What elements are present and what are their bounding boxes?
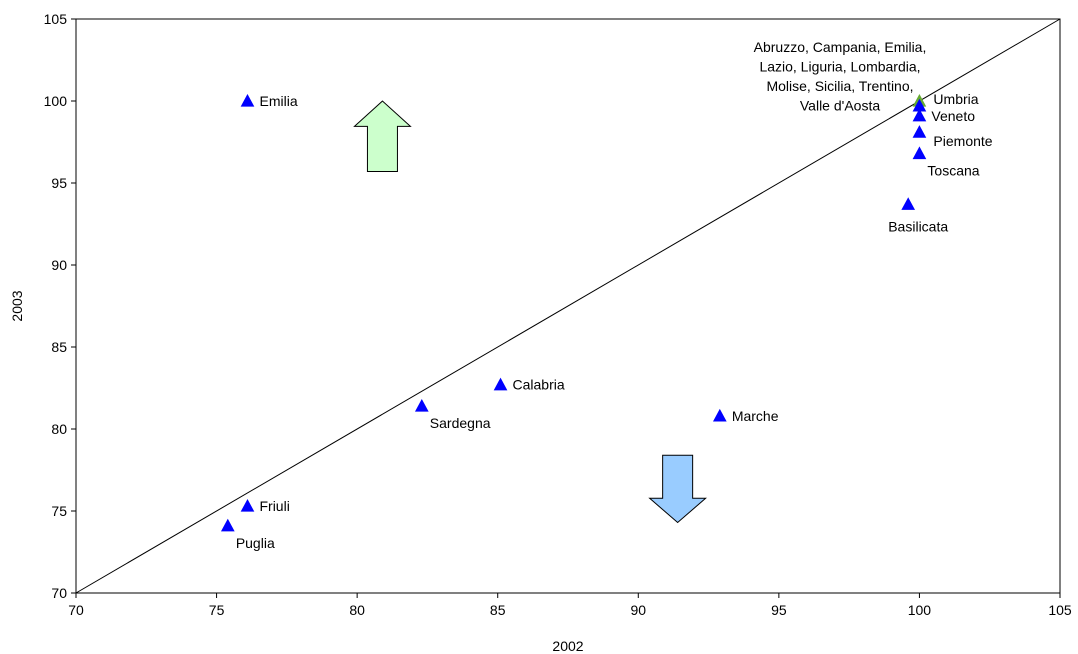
point-label: Friuli — [259, 498, 289, 514]
x-tick-label: 75 — [209, 602, 225, 618]
data-point — [912, 108, 927, 122]
group-label-line: Valle d'Aosta — [800, 98, 880, 114]
y-tick-label: 70 — [51, 585, 67, 601]
data-point — [240, 499, 255, 512]
y-tick-label: 95 — [51, 175, 67, 191]
y-tick-label: 105 — [44, 11, 68, 27]
point-label: Piemonte — [933, 133, 992, 149]
point-label: Sardegna — [430, 415, 491, 431]
point-label: Emilia — [259, 93, 297, 109]
x-tick-label: 100 — [908, 602, 932, 618]
point-label: Veneto — [931, 108, 975, 124]
x-axis-title: 2002 — [552, 638, 583, 654]
point-label: Marche — [732, 408, 779, 424]
group-label-line: Lazio, Liguria, Lombardia, — [759, 59, 920, 75]
reference-line — [75, 18, 1061, 594]
y-tick-label: 100 — [44, 93, 68, 109]
arrow-down — [648, 454, 707, 524]
x-tick-label: 80 — [349, 602, 365, 618]
y-tick-label: 80 — [51, 421, 67, 437]
x-tick-label: 85 — [490, 602, 506, 618]
data-point — [912, 146, 927, 160]
data-point — [901, 197, 916, 210]
point-label: Calabria — [513, 377, 565, 393]
group-label-line: Abruzzo, Campania, Emilia, — [754, 39, 927, 55]
data-point — [912, 125, 927, 138]
x-tick-label: 95 — [771, 602, 787, 618]
y-tick-label: 75 — [51, 503, 67, 519]
reference-line-layer — [75, 18, 1061, 594]
arrows-layer — [353, 100, 707, 524]
data-point — [220, 518, 235, 532]
y-axis-title: 2003 — [9, 290, 25, 321]
data-point — [414, 398, 429, 412]
x-tick-label: 70 — [68, 602, 84, 618]
x-tick-label: 105 — [1048, 602, 1072, 618]
data-point — [240, 93, 255, 107]
arrow-up — [353, 100, 412, 173]
y-tick-label: 90 — [51, 257, 67, 273]
y-tick-label: 85 — [51, 339, 67, 355]
point-label: Toscana — [927, 162, 979, 178]
points-layer — [220, 93, 927, 532]
axes: 70 75 80 85 90 95 100 105 70 75 80 85 90 95 100 105 — [44, 11, 1072, 618]
labels-layer: Abruzzo, Campania, Emilia, Lazio, Liguria… — [236, 39, 993, 551]
point-label: Puglia — [236, 535, 275, 551]
point-label: Umbria — [933, 91, 978, 107]
data-point — [712, 408, 727, 422]
data-point — [493, 377, 508, 391]
group-label-line: Molise, Sicilia, Trentino, — [766, 78, 913, 94]
plot-frame — [75, 18, 1061, 594]
point-label: Basilicata — [888, 218, 948, 234]
x-tick-label: 90 — [630, 602, 646, 618]
